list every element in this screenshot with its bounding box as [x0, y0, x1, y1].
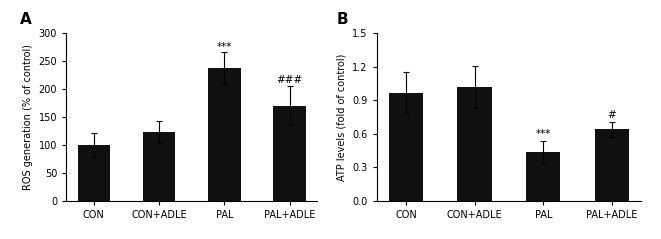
Bar [77, 145, 110, 201]
Y-axis label: ROS generation (% of control): ROS generation (% of control) [23, 44, 33, 190]
Text: A: A [20, 12, 32, 27]
Text: ***: *** [217, 42, 232, 52]
Bar [389, 92, 423, 201]
Bar [273, 106, 306, 201]
Bar [526, 152, 561, 201]
Text: ###: ### [276, 75, 303, 85]
Text: ***: *** [535, 129, 551, 139]
Bar [143, 132, 175, 201]
Y-axis label: ATP levels (fold of control): ATP levels (fold of control) [337, 54, 347, 181]
Bar [595, 129, 629, 201]
Text: B: B [337, 12, 349, 27]
Text: #: # [607, 110, 616, 120]
Bar [457, 87, 492, 201]
Bar [208, 68, 241, 201]
